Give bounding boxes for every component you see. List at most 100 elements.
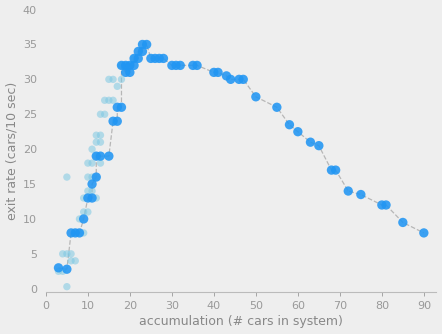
Point [72, 230, 79, 235]
Y-axis label: exit rate (cars/10 sec): exit rate (cars/10 sec) [6, 82, 19, 220]
Point [88, 147, 95, 152]
Point [118, 63, 125, 68]
Point [315, 143, 322, 148]
Point [143, 42, 150, 47]
Point [378, 202, 385, 208]
Point [84, 209, 91, 215]
Point [110, 77, 117, 82]
Point [122, 63, 129, 68]
Point [382, 202, 389, 208]
Point [294, 129, 301, 134]
Point [399, 220, 406, 225]
Point [93, 153, 100, 159]
Point [110, 119, 117, 124]
Point [135, 49, 142, 54]
Point [122, 70, 129, 75]
Point [105, 98, 112, 103]
Point [80, 216, 87, 222]
Point [93, 174, 100, 180]
Point [63, 284, 70, 289]
Point [93, 133, 100, 138]
Point [126, 63, 133, 68]
Point [84, 174, 91, 180]
Point [68, 258, 75, 264]
Point [194, 63, 201, 68]
Point [273, 105, 280, 110]
Point [97, 153, 104, 159]
Point [223, 73, 230, 78]
Point [93, 174, 100, 180]
Point [328, 167, 335, 173]
Point [240, 77, 247, 82]
Point [210, 70, 217, 75]
Point [55, 269, 62, 274]
Point [97, 112, 104, 117]
Point [101, 112, 108, 117]
Point [152, 56, 159, 61]
Point [147, 56, 154, 61]
Point [105, 77, 112, 82]
Point [93, 195, 100, 201]
Point [420, 230, 427, 235]
Point [76, 230, 83, 235]
Point [135, 56, 142, 61]
Point [114, 105, 121, 110]
Point [130, 56, 137, 61]
Point [97, 140, 104, 145]
Point [160, 56, 167, 61]
Point [345, 188, 352, 194]
Point [68, 251, 75, 257]
Point [118, 105, 125, 110]
Point [63, 174, 70, 180]
Point [101, 98, 108, 103]
Point [156, 56, 163, 61]
Point [59, 269, 66, 274]
Point [227, 77, 234, 82]
Point [84, 188, 91, 194]
Point [88, 174, 95, 180]
Point [59, 251, 66, 257]
Point [80, 230, 87, 235]
Point [118, 77, 125, 82]
Point [93, 153, 100, 159]
Point [118, 63, 125, 68]
Point [307, 140, 314, 145]
Point [357, 192, 364, 197]
Point [110, 98, 117, 103]
Point [72, 258, 79, 264]
Point [72, 230, 79, 235]
Point [88, 188, 95, 194]
Point [76, 230, 83, 235]
Point [88, 160, 95, 166]
Point [130, 63, 137, 68]
Point [63, 251, 70, 257]
Point [76, 216, 83, 222]
Point [84, 195, 91, 201]
Point [189, 63, 196, 68]
Point [88, 195, 95, 201]
Point [168, 63, 175, 68]
Point [139, 49, 146, 54]
Point [105, 153, 112, 159]
Point [114, 119, 121, 124]
Point [126, 63, 133, 68]
Point [97, 133, 104, 138]
Point [80, 209, 87, 215]
Point [114, 84, 121, 89]
Point [214, 70, 221, 75]
Point [93, 140, 100, 145]
Point [63, 267, 70, 272]
Point [172, 63, 179, 68]
Point [68, 230, 75, 235]
Point [332, 167, 339, 173]
Point [80, 195, 87, 201]
Point [252, 94, 259, 100]
Point [55, 265, 62, 271]
Point [177, 63, 184, 68]
Point [88, 181, 95, 187]
Point [236, 77, 243, 82]
X-axis label: accumulation (# cars in system): accumulation (# cars in system) [139, 315, 343, 328]
Point [122, 63, 129, 68]
Point [139, 42, 146, 47]
Point [97, 160, 104, 166]
